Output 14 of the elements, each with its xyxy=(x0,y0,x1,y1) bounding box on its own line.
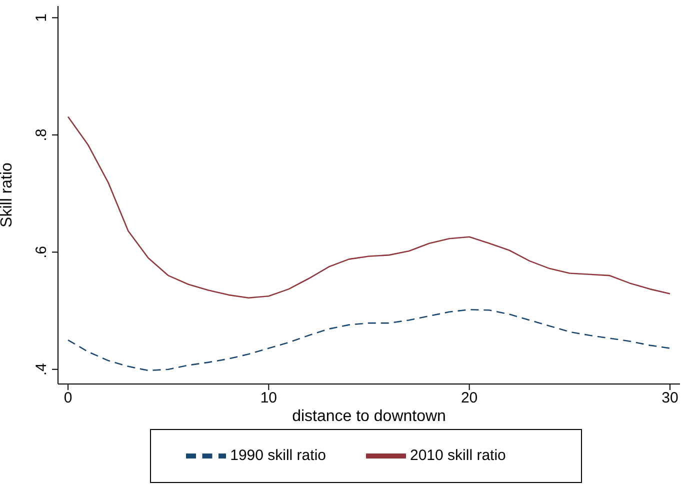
x-tick-label: 0 xyxy=(64,390,72,407)
x-axis-title: distance to downtown xyxy=(292,408,446,425)
legend-label: 2010 skill ratio xyxy=(410,446,506,464)
x-tick-label: 20 xyxy=(460,390,478,407)
x-tick-label: 10 xyxy=(260,390,278,407)
legend-label: 1990 skill ratio xyxy=(230,446,326,464)
y-axis-title: Skill ratio xyxy=(0,162,16,228)
y-tick-label: .8 xyxy=(33,128,50,142)
y-tick-label: 1 xyxy=(33,14,50,22)
y-tick-label: .6 xyxy=(33,246,50,258)
y-tick-label: .4 xyxy=(33,363,50,376)
line-series xyxy=(67,308,671,372)
x-tick-label: 30 xyxy=(662,390,678,407)
line-series xyxy=(67,116,671,298)
